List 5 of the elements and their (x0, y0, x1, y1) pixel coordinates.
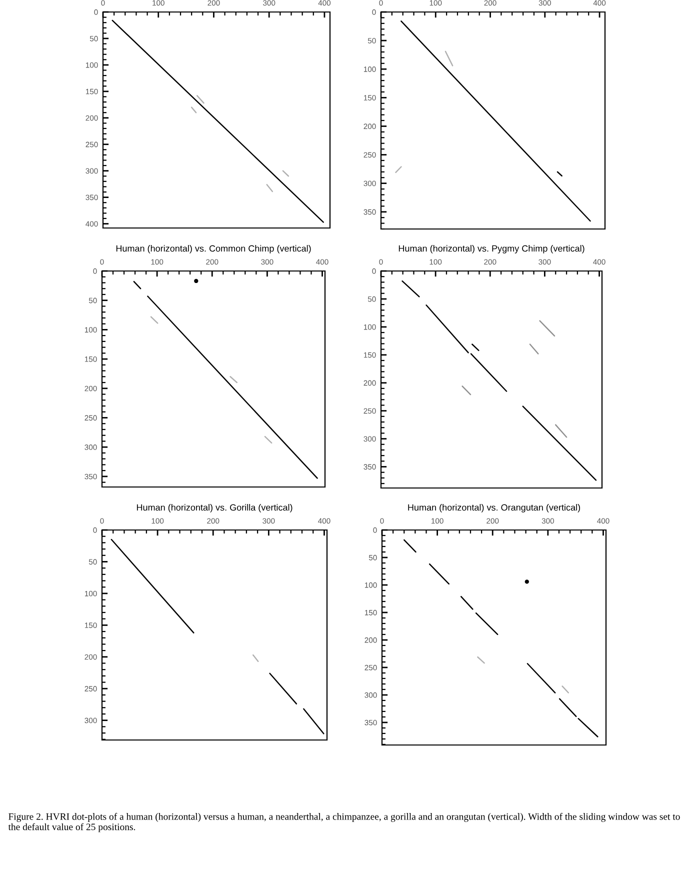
chart-title: Human (horizontal) vs. Common Chimp (vertical) (116, 245, 311, 254)
caption: Figure 2. HVRI dot-plots of a human (horizontal) versus a human, a neanderthal, a chimpanzee, a gorilla and an orangutan (vertical). Width of the sliding window was set to the default value of 25 positions. (8, 812, 680, 832)
chart-title: Human (horizontal) vs. Gorilla (vertical) (136, 504, 292, 512)
chart-title: Human (horizontal) vs. Pygmy Chimp (vertical) (398, 245, 584, 254)
chart-title: Human (horizontal) vs. Orangutan (vertical) (408, 504, 580, 512)
